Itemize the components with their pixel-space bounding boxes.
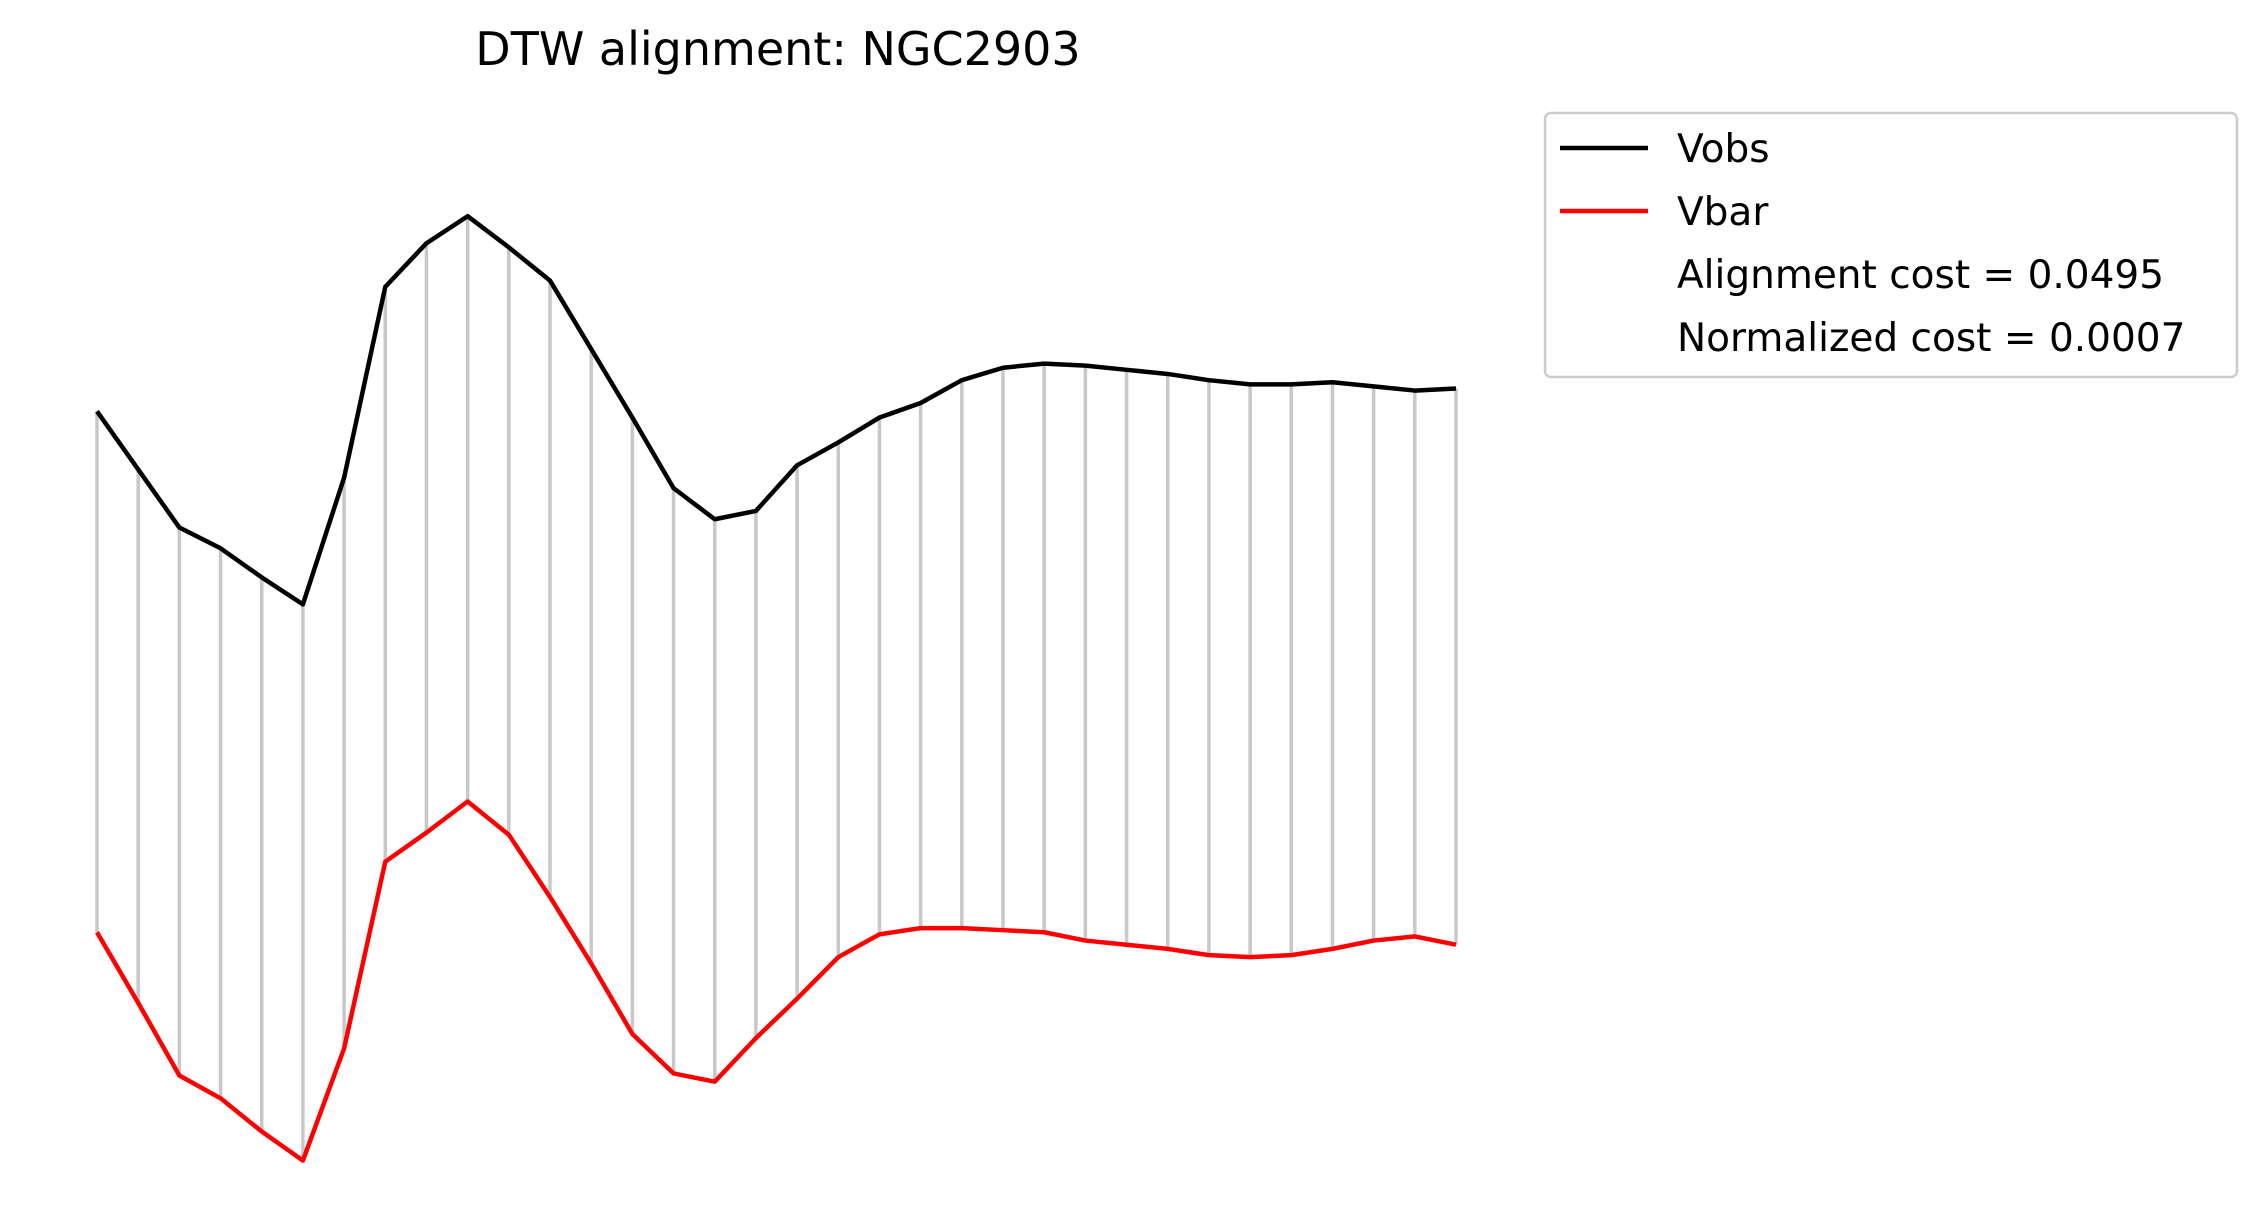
alignment-connectors (95, 216, 1458, 1161)
legend: Vobs Vbar Alignment cost = 0.0495 Normal… (1543, 111, 2239, 379)
series-lines (95, 213, 1457, 1163)
legend-alignment-cost: Alignment cost = 0.0495 (1677, 253, 2164, 298)
legend-frame (1543, 111, 2239, 379)
legend-normalized-cost: Normalized cost = 0.0007 (1677, 316, 2185, 361)
chart-title: DTW alignment: NGC2903 (475, 22, 1080, 76)
series-line-vobs (95, 213, 1457, 607)
legend-label-vbar: Vbar (1677, 190, 1769, 235)
series-line-vbar (95, 799, 1457, 1163)
legend-label-vobs: Vobs (1677, 127, 1770, 172)
